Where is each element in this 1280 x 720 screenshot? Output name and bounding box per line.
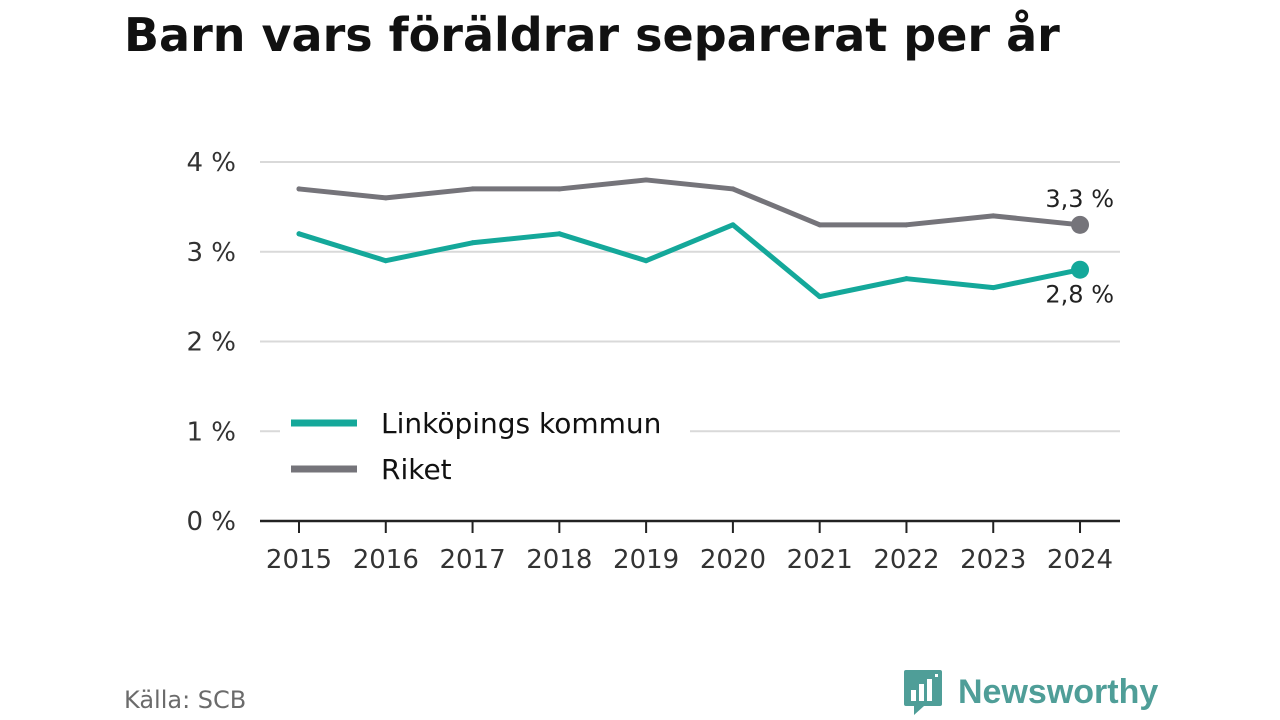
series-point	[643, 258, 649, 264]
x-tick-label: 2021	[787, 545, 853, 575]
series-point	[383, 195, 389, 201]
series-point	[990, 285, 996, 291]
x-tick-label: 2024	[1047, 545, 1113, 575]
source-note: Källa: SCB	[124, 686, 247, 714]
chart-title: Barn vars föräldrar separerat per år	[124, 8, 1060, 62]
y-tick-label: 0 %	[186, 507, 236, 537]
x-tick-label: 2017	[439, 545, 505, 575]
x-tick-label: 2018	[526, 545, 592, 575]
series-line-linkoping	[296, 222, 1083, 300]
series-point	[470, 240, 476, 246]
x-tick-label: 2019	[613, 545, 679, 575]
x-tick-label: 2022	[873, 545, 939, 575]
x-tick-label: 2016	[353, 545, 419, 575]
series-point	[730, 186, 736, 192]
series-point	[556, 231, 562, 237]
y-tick-label: 3 %	[186, 238, 236, 268]
legend-label: Riket	[381, 453, 452, 486]
series-point	[470, 186, 476, 192]
series-point	[296, 186, 302, 192]
end-label-linkoping: 2,8 %	[1045, 281, 1114, 309]
y-tick-label: 2 %	[186, 328, 236, 358]
x-tick-label: 2015	[266, 545, 332, 575]
series-point	[990, 213, 996, 219]
x-tick-label: 2023	[960, 545, 1026, 575]
brand-name: Newsworthy	[958, 672, 1159, 711]
legend-background	[280, 400, 690, 495]
series-point	[817, 294, 823, 300]
end-label-riket: 3,3 %	[1045, 185, 1114, 213]
newsworthy-logo-icon	[904, 670, 942, 715]
series-point	[730, 222, 736, 228]
series-point	[903, 222, 909, 228]
x-tick-label: 2020	[700, 545, 766, 575]
series-end-point	[1071, 260, 1090, 279]
y-tick-label: 1 %	[186, 417, 236, 447]
series-point	[556, 186, 562, 192]
series-end-point	[1071, 215, 1090, 234]
series-point	[817, 222, 823, 228]
series-point	[296, 231, 302, 237]
series-point	[643, 177, 649, 183]
series-line-riket	[296, 177, 1083, 228]
brand-logo: Newsworthy	[902, 668, 1158, 716]
y-tick-label: 4 %	[186, 148, 236, 178]
series-point	[383, 258, 389, 264]
legend-label: Linköpings kommun	[381, 407, 661, 440]
series-point	[903, 276, 909, 282]
